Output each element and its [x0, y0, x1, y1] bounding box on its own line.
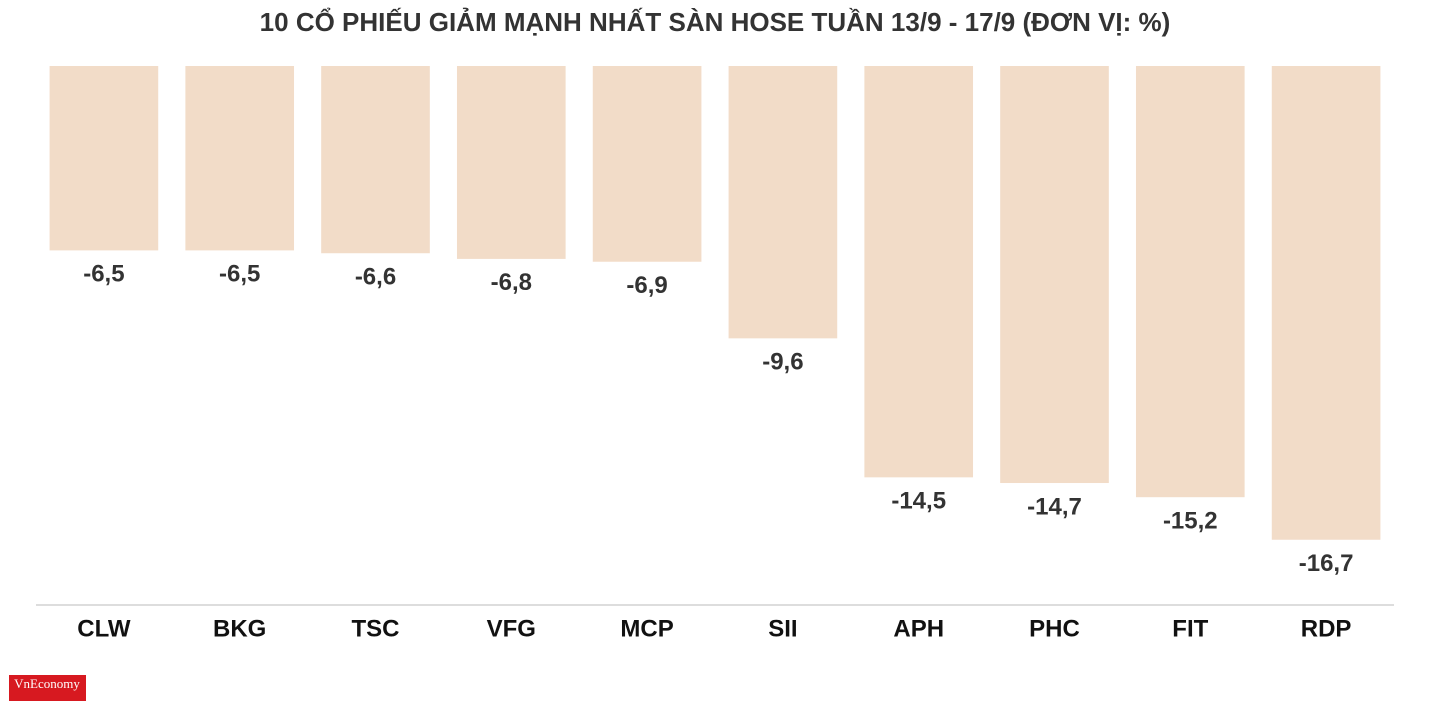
x-tick-label: RDP — [1301, 615, 1352, 642]
bar — [321, 66, 430, 254]
x-tick-label: CLW — [77, 615, 131, 642]
value-label: -6,9 — [626, 272, 667, 299]
value-label: -16,7 — [1299, 550, 1354, 577]
value-label: -14,7 — [1027, 493, 1082, 520]
bar — [592, 66, 702, 262]
bar — [1135, 66, 1245, 498]
value-label: -9,6 — [762, 349, 803, 376]
bar — [185, 66, 295, 251]
x-tick-label: TSC — [352, 615, 400, 642]
bar — [1271, 66, 1381, 540]
logo-box — [9, 675, 86, 701]
bar — [456, 66, 566, 259]
x-tick-label: FIT — [1172, 615, 1208, 642]
value-label: -6,6 — [355, 264, 396, 291]
logo: VnEconomy — [14, 676, 80, 691]
bar — [49, 66, 159, 251]
bar — [1000, 66, 1109, 484]
value-label: -6,5 — [219, 261, 260, 288]
x-tick-label: SII — [768, 615, 797, 642]
bar — [864, 66, 974, 478]
value-label: -14,5 — [891, 488, 946, 515]
x-tick-label: PHC — [1029, 615, 1080, 642]
value-label: -6,8 — [491, 269, 532, 296]
x-tick-label: MCP — [620, 615, 673, 642]
x-tick-label: APH — [893, 615, 944, 642]
x-tick-label: VFG — [487, 615, 536, 642]
chart-title: 10 CỔ PHIẾU GIẢM MẠNH NHẤT SÀN HOSE TUẦN… — [260, 7, 1171, 37]
value-label: -6,5 — [83, 261, 124, 288]
bar — [728, 66, 838, 339]
value-label: -15,2 — [1163, 508, 1218, 535]
x-tick-label: BKG — [213, 615, 266, 642]
